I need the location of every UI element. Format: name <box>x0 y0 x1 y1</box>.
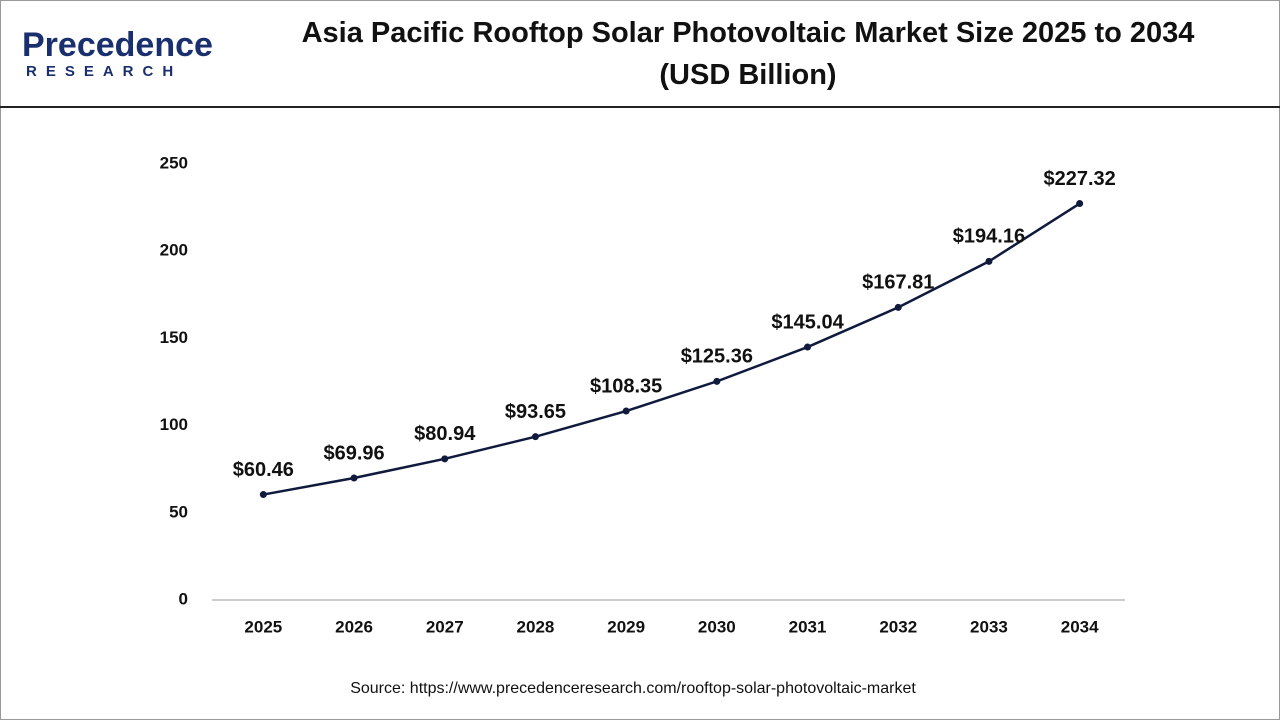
chart-title: Asia Pacific Rooftop Solar Photovoltaic … <box>302 17 1195 91</box>
point <box>531 433 539 441</box>
point <box>622 407 630 415</box>
point <box>441 455 449 463</box>
x-tick-label: 2033 <box>970 617 1008 636</box>
value-label: $60.46 <box>233 459 294 481</box>
value-label: $69.96 <box>323 442 384 464</box>
x-tick-label: 2028 <box>517 617 555 636</box>
x-tick-label: 2029 <box>607 617 645 636</box>
y-tick-label: 0 <box>179 589 188 608</box>
point <box>894 303 902 311</box>
point <box>804 343 812 351</box>
x-tick-label: 2032 <box>879 617 917 636</box>
x-tick-label: 2031 <box>789 617 827 636</box>
y-tick-label: 150 <box>160 328 188 347</box>
value-label: $167.81 <box>862 272 934 294</box>
x-tick-label: 2030 <box>698 617 736 636</box>
point <box>350 474 358 482</box>
y-tick-label: 250 <box>160 153 188 172</box>
x-tick-label: 2025 <box>244 617 282 636</box>
value-label: $145.04 <box>771 311 844 333</box>
value-label: $227.32 <box>1044 168 1116 190</box>
line <box>263 202 1081 496</box>
source: Source: https://www.precedenceresearch.c… <box>350 680 916 697</box>
value-label: $93.65 <box>505 401 566 423</box>
value-label: $125.36 <box>681 346 753 368</box>
value-label: $194.16 <box>953 226 1025 248</box>
y-tick-label: 50 <box>169 502 188 521</box>
x-tick-label: 2034 <box>1061 617 1099 636</box>
point <box>713 377 721 385</box>
point <box>985 257 993 265</box>
logo-name: Precedence <box>22 26 213 64</box>
value-label: $108.35 <box>590 375 662 397</box>
y-tick-label: 100 <box>160 415 188 434</box>
x-tick-label: 2027 <box>426 617 464 636</box>
point <box>1076 200 1084 208</box>
y-tick-label: 200 <box>160 241 188 260</box>
point <box>259 491 267 499</box>
value-label: $80.94 <box>414 423 476 445</box>
logo-tagline: RESEARCH <box>26 63 182 80</box>
x-tick-label: 2026 <box>335 617 373 636</box>
